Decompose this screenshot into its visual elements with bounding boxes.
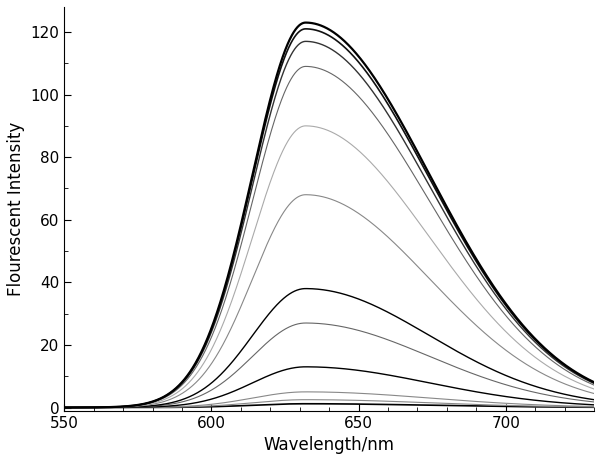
Y-axis label: Flourescent Intensity: Flourescent Intensity [7,122,25,296]
X-axis label: Wavelength/nm: Wavelength/nm [264,436,395,454]
